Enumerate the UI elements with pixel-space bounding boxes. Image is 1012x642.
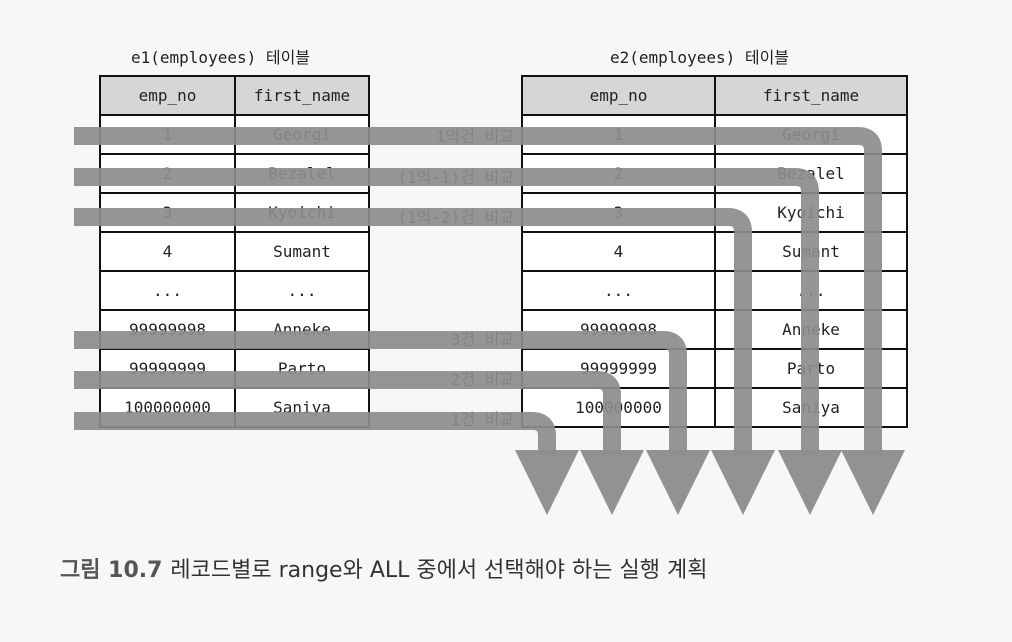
cell-emp-no: 99999998 xyxy=(521,309,716,350)
arrow-head xyxy=(778,450,842,515)
comparison-label: 2건 비교 xyxy=(450,370,514,389)
table-row: ...... xyxy=(521,270,908,311)
header-first-name: first_name xyxy=(714,75,908,116)
cell-first-name: Parto xyxy=(234,348,370,389)
figure-caption: 그림 10.7 레코드별로 range와 ALL 중에서 선택해야 하는 실행 계… xyxy=(60,552,707,584)
cell-emp-no: 4 xyxy=(521,231,716,272)
cell-emp-no: 1 xyxy=(521,114,716,155)
table-row: 2 Bezalel xyxy=(521,153,908,194)
table1-caption: e1(employees) 테이블 xyxy=(131,48,311,67)
cell-first-name: Saniya xyxy=(714,387,908,428)
comparison-label: 3건 비교 xyxy=(450,330,514,349)
cell-first-name: ... xyxy=(714,270,908,311)
arrow-head xyxy=(711,450,775,515)
header-emp-no: emp_no xyxy=(99,75,236,116)
cell-first-name: Sumant xyxy=(234,231,370,272)
cell-emp-no: ... xyxy=(99,270,236,311)
table-row: 99999999 Parto xyxy=(99,348,370,389)
table-e2: emp_no first_name 1 Georgi 2 Bezalel 3 Kyoi… xyxy=(521,75,908,428)
table-row: 4 Sumant xyxy=(99,231,370,272)
arrow-head xyxy=(646,450,710,515)
table-header-row: emp_no first_name xyxy=(521,75,908,116)
header-emp-no: emp_no xyxy=(521,75,716,116)
comparison-label: 1건 비교 xyxy=(450,410,514,429)
cell-emp-no: 99999999 xyxy=(99,348,236,389)
comparison-label: (1억-1)건 비교 xyxy=(397,168,514,187)
table-row: 3 Kyoichi xyxy=(99,192,370,233)
cell-first-name: ... xyxy=(234,270,370,311)
cell-emp-no: 4 xyxy=(99,231,236,272)
cell-first-name: Kyoichi xyxy=(714,192,908,233)
figure-caption-text: 레코드별로 range와 ALL 중에서 선택해야 하는 실행 계획 xyxy=(170,558,708,583)
table-header-row: emp_no first_name xyxy=(99,75,370,116)
table2-caption: e2(employees) 테이블 xyxy=(610,48,790,67)
cell-emp-no: 3 xyxy=(99,192,236,233)
cell-emp-no: 100000000 xyxy=(521,387,716,428)
cell-emp-no: 99999999 xyxy=(521,348,716,389)
arrow-head xyxy=(841,450,905,515)
table-row: 99999999 Parto xyxy=(521,348,908,389)
cell-emp-no: 1 xyxy=(99,114,236,155)
cell-first-name: Saniya xyxy=(234,387,370,428)
comparison-label: 1억건 비교 xyxy=(435,127,514,146)
cell-emp-no: 2 xyxy=(521,153,716,194)
cell-emp-no: 2 xyxy=(99,153,236,194)
cell-first-name: Georgi xyxy=(714,114,908,155)
cell-first-name: Anneke xyxy=(234,309,370,350)
table-row: 1 Georgi xyxy=(99,114,370,155)
cell-first-name: Sumant xyxy=(714,231,908,272)
table-row: 99999998 Anneke xyxy=(99,309,370,350)
cell-first-name: Bezalel xyxy=(234,153,370,194)
arrow-head xyxy=(580,450,644,515)
table-row: 99999998 Anneke xyxy=(521,309,908,350)
table-row: 100000000 Saniya xyxy=(521,387,908,428)
arrow-head xyxy=(515,450,579,515)
cell-first-name: Kyoichi xyxy=(234,192,370,233)
cell-first-name: Georgi xyxy=(234,114,370,155)
figure-number: 그림 10.7 xyxy=(60,558,163,583)
cell-first-name: Parto xyxy=(714,348,908,389)
table-row: ...... xyxy=(99,270,370,311)
header-first-name: first_name xyxy=(234,75,370,116)
table-row: 100000000 Saniya xyxy=(99,387,370,428)
table-row: 1 Georgi xyxy=(521,114,908,155)
table-row: 3 Kyoichi xyxy=(521,192,908,233)
cell-emp-no: 99999998 xyxy=(99,309,236,350)
cell-emp-no: 3 xyxy=(521,192,716,233)
cell-first-name: Anneke xyxy=(714,309,908,350)
cell-emp-no: 100000000 xyxy=(99,387,236,428)
table-e1: emp_no first_name 1 Georgi 2 Bezalel 3 Kyoi… xyxy=(99,75,370,428)
table-row: 2 Bezalel xyxy=(99,153,370,194)
table-row: 4 Sumant xyxy=(521,231,908,272)
cell-first-name: Bezalel xyxy=(714,153,908,194)
comparison-label: (1억-2)건 비교 xyxy=(397,208,514,227)
cell-emp-no: ... xyxy=(521,270,716,311)
